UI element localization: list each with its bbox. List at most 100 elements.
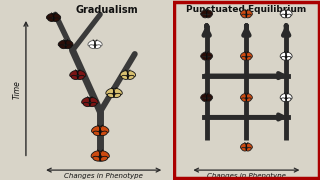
Ellipse shape (246, 52, 252, 58)
Ellipse shape (100, 126, 109, 133)
Ellipse shape (286, 98, 291, 102)
Ellipse shape (281, 98, 286, 102)
Ellipse shape (113, 88, 122, 95)
Ellipse shape (206, 94, 213, 99)
Ellipse shape (60, 45, 66, 49)
Ellipse shape (93, 156, 100, 161)
Ellipse shape (242, 57, 247, 60)
Ellipse shape (286, 14, 291, 18)
Ellipse shape (94, 43, 96, 48)
Ellipse shape (206, 12, 207, 17)
Ellipse shape (246, 143, 252, 149)
Ellipse shape (201, 52, 207, 58)
Ellipse shape (100, 156, 108, 161)
Ellipse shape (88, 40, 96, 46)
Ellipse shape (281, 14, 286, 18)
Ellipse shape (95, 45, 101, 48)
Ellipse shape (206, 52, 213, 58)
Ellipse shape (201, 10, 207, 16)
Ellipse shape (128, 75, 134, 79)
Ellipse shape (246, 94, 252, 99)
Ellipse shape (246, 57, 251, 60)
Ellipse shape (114, 93, 121, 98)
Text: Changes in Phenotype: Changes in Phenotype (64, 173, 143, 179)
Ellipse shape (65, 43, 66, 48)
Ellipse shape (286, 12, 287, 17)
Ellipse shape (113, 91, 115, 97)
Ellipse shape (286, 55, 287, 60)
Ellipse shape (281, 57, 286, 60)
Ellipse shape (202, 57, 207, 60)
Ellipse shape (206, 14, 212, 18)
Ellipse shape (246, 96, 247, 101)
Ellipse shape (201, 94, 207, 99)
Ellipse shape (206, 98, 212, 102)
Ellipse shape (65, 40, 73, 46)
Ellipse shape (100, 151, 109, 158)
Ellipse shape (89, 45, 95, 48)
Ellipse shape (108, 93, 115, 98)
Ellipse shape (65, 45, 72, 49)
Ellipse shape (246, 14, 251, 18)
Ellipse shape (77, 73, 78, 79)
Ellipse shape (53, 16, 54, 21)
Ellipse shape (240, 52, 247, 58)
Ellipse shape (286, 57, 291, 60)
Ellipse shape (206, 57, 212, 60)
Ellipse shape (106, 88, 115, 95)
Ellipse shape (202, 98, 207, 102)
Ellipse shape (120, 71, 129, 77)
Ellipse shape (240, 143, 247, 149)
Ellipse shape (240, 10, 247, 16)
Ellipse shape (246, 147, 251, 151)
Ellipse shape (242, 98, 247, 102)
Ellipse shape (77, 75, 84, 80)
Ellipse shape (48, 18, 54, 21)
Ellipse shape (70, 71, 78, 77)
Ellipse shape (246, 145, 247, 151)
Ellipse shape (89, 97, 98, 104)
Ellipse shape (206, 96, 207, 101)
Text: Punctuated Equilibrium: Punctuated Equilibrium (186, 5, 307, 14)
Ellipse shape (286, 96, 287, 101)
Ellipse shape (71, 75, 78, 80)
Ellipse shape (240, 94, 247, 99)
Ellipse shape (83, 102, 90, 107)
Ellipse shape (280, 10, 287, 16)
Bar (174, 2, 318, 178)
Ellipse shape (206, 10, 213, 16)
Ellipse shape (246, 10, 252, 16)
Ellipse shape (53, 14, 61, 19)
Ellipse shape (82, 97, 91, 104)
Ellipse shape (246, 12, 247, 17)
Ellipse shape (100, 131, 107, 136)
Ellipse shape (100, 129, 101, 135)
Ellipse shape (100, 154, 101, 161)
Text: Time: Time (13, 81, 22, 99)
Ellipse shape (94, 40, 102, 46)
Ellipse shape (242, 14, 247, 18)
Ellipse shape (286, 94, 292, 99)
Ellipse shape (280, 94, 287, 99)
Text: Changes in Phenotype: Changes in Phenotype (207, 173, 286, 179)
Ellipse shape (91, 151, 101, 158)
Ellipse shape (206, 55, 207, 60)
Ellipse shape (242, 147, 247, 151)
Ellipse shape (58, 40, 66, 46)
Ellipse shape (280, 52, 287, 58)
Ellipse shape (90, 102, 97, 107)
Ellipse shape (77, 71, 86, 77)
Ellipse shape (89, 100, 91, 106)
Ellipse shape (286, 52, 292, 58)
Ellipse shape (122, 75, 128, 79)
Ellipse shape (246, 55, 247, 60)
Ellipse shape (93, 131, 100, 136)
Ellipse shape (127, 73, 128, 79)
Ellipse shape (53, 18, 59, 21)
Text: Gradualism: Gradualism (76, 5, 139, 15)
Ellipse shape (92, 126, 101, 133)
Ellipse shape (127, 71, 136, 77)
Ellipse shape (286, 10, 292, 16)
Ellipse shape (246, 98, 251, 102)
Ellipse shape (202, 14, 207, 18)
